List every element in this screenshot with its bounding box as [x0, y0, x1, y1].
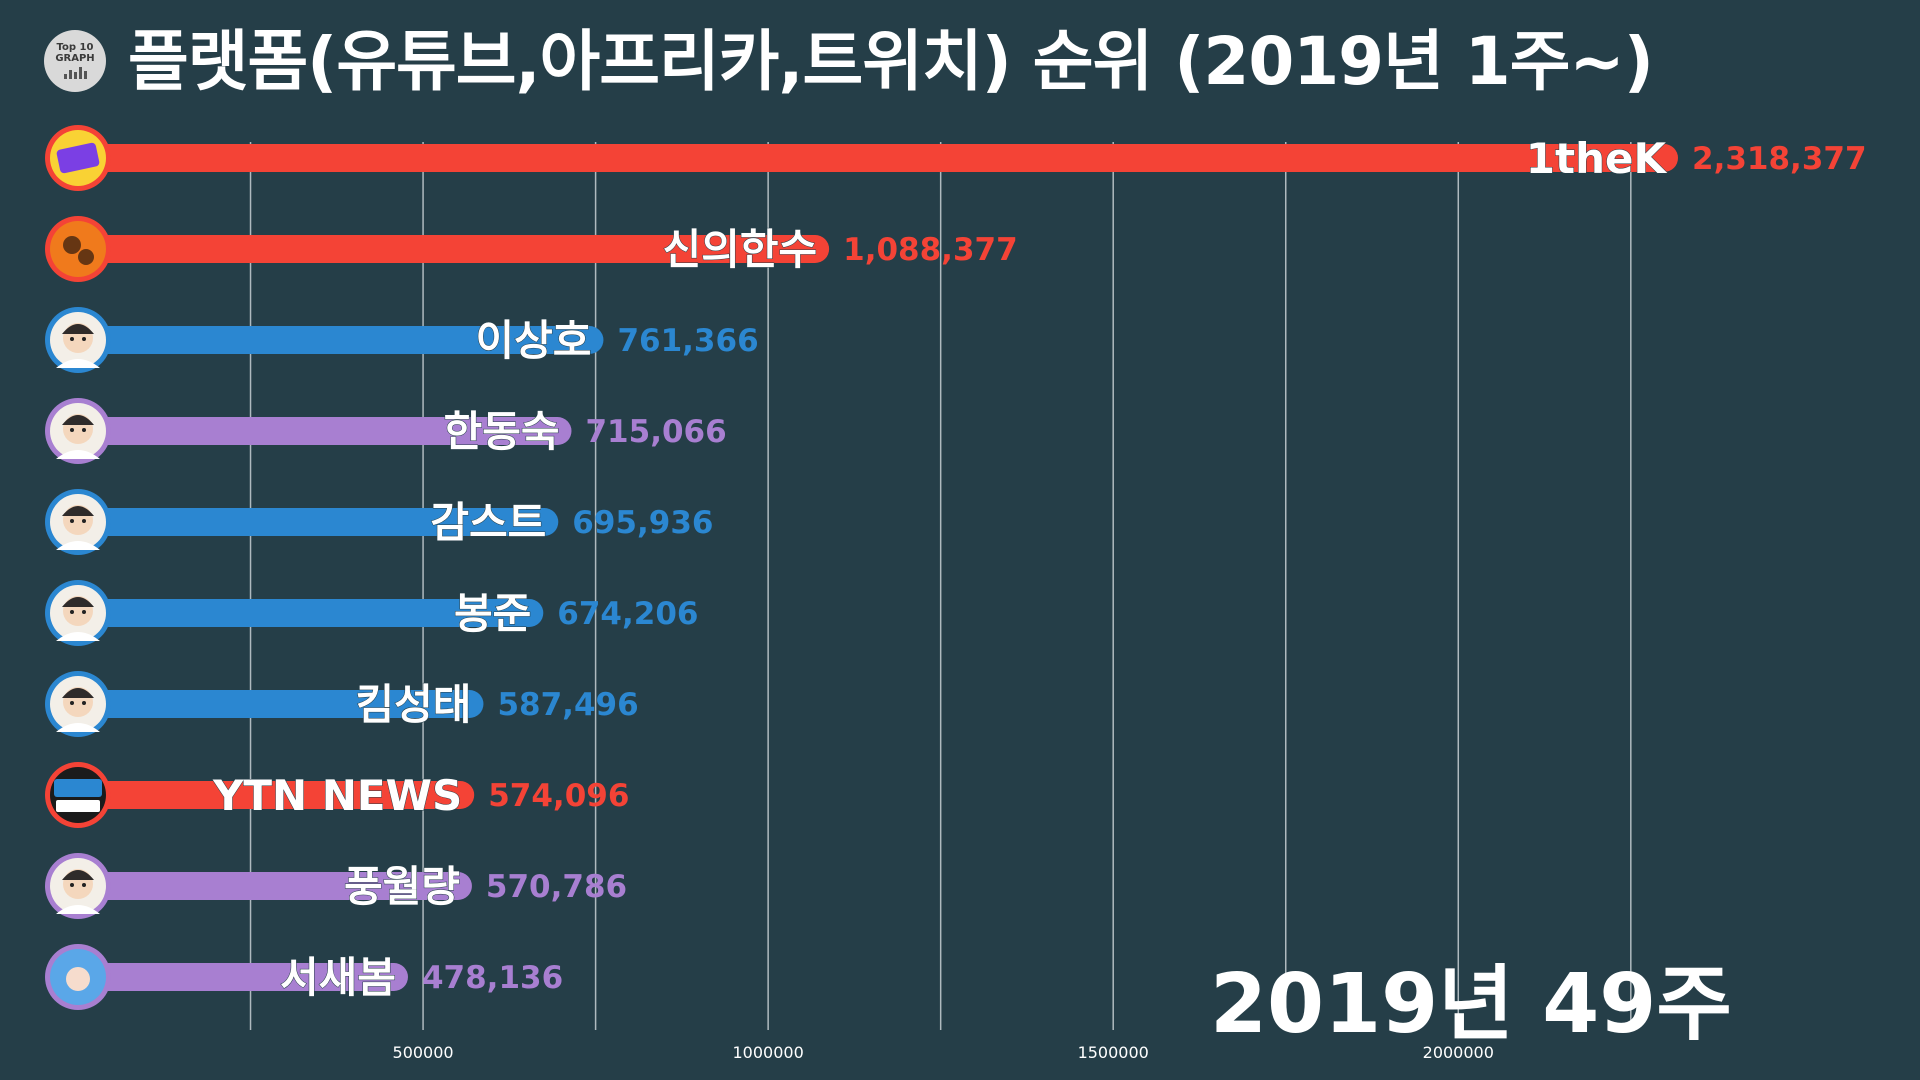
- x-tick-label: 1000000: [733, 1043, 804, 1062]
- bar-value-label: 2,318,377: [1692, 141, 1867, 177]
- bar: [78, 963, 408, 991]
- bar: [78, 599, 544, 627]
- bar-value-label: 761,366: [617, 323, 758, 359]
- bar-category-label: 이상호: [476, 316, 592, 365]
- avatar-face-icon: [66, 967, 90, 991]
- top10-graph-logo: Top 10 GRAPH: [44, 30, 106, 92]
- bar: [78, 781, 475, 809]
- x-axis-ticks: 500000 1000000 1500000 2000000: [393, 1043, 1494, 1062]
- avatar-face-icon: [56, 414, 100, 459]
- bar-row: 1theK 2,318,377: [45, 125, 1867, 191]
- bar-category-label: 신의한수: [663, 225, 818, 274]
- x-tick-label: 1500000: [1078, 1043, 1149, 1062]
- bar-row: 봉준 674,206: [45, 580, 698, 646]
- x-tick-label: 2000000: [1423, 1043, 1494, 1062]
- bar-value-label: 1,088,377: [843, 232, 1018, 268]
- bar-row: 풍월량 570,786: [45, 853, 627, 919]
- bar: [78, 690, 484, 718]
- bar-value-label: 674,206: [557, 596, 698, 632]
- x-tick-label: 500000: [393, 1043, 454, 1062]
- bar-value-label: 478,136: [422, 960, 563, 996]
- avatar-face-icon: [56, 687, 100, 732]
- bar: [78, 417, 572, 445]
- logo-line2: GRAPH: [55, 53, 95, 64]
- bar-value-label: 574,096: [488, 778, 629, 814]
- avatar-face-icon: [56, 323, 100, 368]
- bars: 1theK 2,318,377 신의한수 1,088,377 이상호 761,366 한동숙…: [45, 125, 1867, 1010]
- avatar-face-icon: [56, 596, 100, 641]
- bar: [78, 326, 604, 354]
- bar-category-label: YTN NEWS: [212, 771, 462, 820]
- avatar-face-icon: [54, 779, 102, 812]
- logo-line1: Top 10: [56, 42, 94, 53]
- bar-category-label: 서새봄: [280, 953, 396, 1002]
- logo-bars-icon: [63, 67, 87, 79]
- bar-row: YTN NEWS 574,096: [45, 762, 629, 828]
- bar-category-label: 킴성태: [356, 680, 472, 729]
- bar-row: 감스트 695,936: [45, 489, 713, 555]
- bar-category-label: 풍월량: [344, 862, 460, 911]
- bar-category-label: 1theK: [1526, 134, 1668, 183]
- avatar-face-icon: [63, 236, 94, 265]
- period-label: 2019년 49주: [1210, 957, 1732, 1052]
- bar-row: 서새봄 478,136: [45, 944, 563, 1010]
- bar: [78, 235, 830, 263]
- avatar-face-icon: [56, 142, 100, 174]
- avatar-face-icon: [56, 505, 100, 550]
- bar-category-label: 감스트: [430, 498, 546, 547]
- bar-category-label: 한동숙: [444, 407, 560, 456]
- bar-value-label: 715,066: [585, 414, 726, 450]
- bar-value-label: 695,936: [572, 505, 713, 541]
- chart-title: 플랫폼(유튜브,아프리카,트위치) 순위 (2019년 1주~): [128, 23, 1654, 100]
- bar: [78, 508, 559, 536]
- bar-row: 신의한수 1,088,377: [45, 216, 1018, 282]
- bar: [78, 872, 472, 900]
- avatar-face-icon: [56, 869, 100, 914]
- bar-value-label: 570,786: [486, 869, 627, 905]
- bar-category-label: 봉준: [454, 589, 531, 638]
- bar-row: 한동숙 715,066: [45, 398, 727, 464]
- bar: [78, 144, 1678, 172]
- bar-value-label: 587,496: [497, 687, 638, 723]
- bar-row: 킴성태 587,496: [45, 671, 639, 737]
- bar-row: 이상호 761,366: [45, 307, 759, 373]
